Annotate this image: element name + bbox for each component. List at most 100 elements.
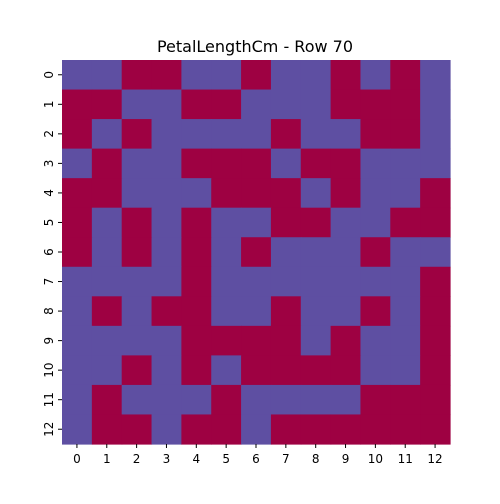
heatmap-cell-r3-c12 bbox=[420, 148, 451, 179]
heatmap-cell-r9-c11 bbox=[390, 325, 421, 356]
heatmap-cell-r11-c11 bbox=[390, 384, 421, 416]
x-tick-label: 3 bbox=[163, 452, 171, 466]
heatmap-cell-r10-c2 bbox=[121, 355, 153, 386]
heatmap-cell-r3-c10 bbox=[360, 148, 391, 179]
heatmap-cell-r7-c3 bbox=[151, 266, 182, 297]
heatmap-cell-r2-c12 bbox=[420, 119, 451, 150]
heatmap-cell-r8-c6 bbox=[241, 296, 272, 327]
heatmap-cell-r7-c7 bbox=[270, 266, 302, 297]
heatmap-cell-r4-c6 bbox=[241, 178, 272, 209]
heatmap-cell-r5-c4 bbox=[181, 207, 212, 238]
y-tick-label: 12 bbox=[42, 422, 56, 437]
heatmap-cell-r8-c2 bbox=[121, 296, 153, 327]
y-tick-label: 11 bbox=[42, 392, 56, 407]
heatmap-cell-r7-c4 bbox=[181, 266, 212, 297]
heatmap-cell-r1-c5 bbox=[211, 89, 242, 120]
heatmap-cell-r1-c1 bbox=[91, 89, 123, 120]
heatmap-cell-r5-c9 bbox=[330, 207, 362, 238]
heatmap-cell-r11-c10 bbox=[360, 384, 391, 416]
heatmap-cell-r2-c6 bbox=[241, 119, 272, 150]
heatmap-cell-r2-c9 bbox=[330, 119, 362, 150]
heatmap-cell-r4-c3 bbox=[151, 178, 182, 209]
heatmap-cell-r6-c5 bbox=[211, 237, 242, 268]
heatmap-cell-r0-c5 bbox=[211, 60, 242, 91]
heatmap-cell-r7-c10 bbox=[360, 266, 391, 297]
heatmap-cell-r3-c5 bbox=[211, 148, 242, 179]
heatmap-cell-r9-c6 bbox=[241, 325, 272, 356]
heatmap-cell-r6-c12 bbox=[420, 237, 451, 268]
heatmap-cell-r11-c6 bbox=[241, 384, 272, 416]
heatmap-cell-r3-c4 bbox=[181, 148, 212, 179]
heatmap-cell-r11-c8 bbox=[300, 384, 332, 416]
x-tick-label: 8 bbox=[312, 452, 320, 466]
heatmap-cell-r4-c12 bbox=[420, 178, 451, 209]
heatmap-cell-r5-c5 bbox=[211, 207, 242, 238]
heatmap-cell-r11-c3 bbox=[151, 384, 182, 416]
y-tick-label: 3 bbox=[42, 160, 56, 168]
heatmap-cell-r3-c1 bbox=[91, 148, 123, 179]
heatmap-cell-r12-c8 bbox=[300, 414, 332, 445]
heatmap-cell-r11-c0 bbox=[62, 384, 93, 416]
heatmap-cell-r12-c0 bbox=[62, 414, 93, 445]
heatmap-cell-r6-c10 bbox=[360, 237, 391, 268]
y-tick-label: 5 bbox=[42, 219, 56, 227]
x-tick-label: 10 bbox=[368, 452, 383, 466]
heatmap-cell-r0-c7 bbox=[270, 60, 302, 91]
heatmap-cell-r8-c4 bbox=[181, 296, 212, 327]
heatmap-cell-r7-c6 bbox=[241, 266, 272, 297]
heatmap-cell-r1-c0 bbox=[62, 89, 93, 120]
x-tick-label: 4 bbox=[192, 452, 200, 466]
x-tick-label: 9 bbox=[342, 452, 350, 466]
heatmap-cell-r5-c6 bbox=[241, 207, 272, 238]
heatmap-cell-r4-c11 bbox=[390, 178, 421, 209]
heatmap-cell-r2-c7 bbox=[270, 119, 302, 150]
heatmap-cell-r10-c3 bbox=[151, 355, 182, 386]
chart-title: PetalLengthCm - Row 70 bbox=[157, 37, 353, 56]
x-tick-label: 0 bbox=[73, 452, 81, 466]
heatmap-cell-r6-c6 bbox=[241, 237, 272, 268]
heatmap-cell-r10-c4 bbox=[181, 355, 212, 386]
heatmap-cell-r3-c11 bbox=[390, 148, 421, 179]
heatmap-cell-r11-c2 bbox=[121, 384, 153, 416]
x-tick-label: 6 bbox=[252, 452, 260, 466]
heatmap-cell-r10-c7 bbox=[270, 355, 302, 386]
heatmap-cell-r8-c7 bbox=[270, 296, 302, 327]
y-tick-label: 9 bbox=[42, 337, 56, 345]
heatmap-cell-r10-c0 bbox=[62, 355, 93, 386]
heatmap-cell-r12-c12 bbox=[420, 414, 451, 445]
heatmap-cell-r6-c3 bbox=[151, 237, 182, 268]
heatmap-cell-r3-c8 bbox=[300, 148, 332, 179]
heatmap-cell-r9-c10 bbox=[360, 325, 391, 356]
heatmap-cell-r4-c9 bbox=[330, 178, 362, 209]
heatmap-cell-r5-c8 bbox=[300, 207, 332, 238]
heatmap-cell-r9-c3 bbox=[151, 325, 182, 356]
heatmap-cell-r5-c0 bbox=[62, 207, 93, 238]
heatmap-cell-r8-c3 bbox=[151, 296, 182, 327]
heatmap-cell-r7-c12 bbox=[420, 266, 451, 297]
x-tick-label: 1 bbox=[103, 452, 111, 466]
heatmap-cell-r0-c3 bbox=[151, 60, 182, 91]
heatmap-cell-r4-c0 bbox=[62, 178, 93, 209]
heatmap-cell-r1-c11 bbox=[390, 89, 421, 120]
y-tick-label: 10 bbox=[42, 363, 56, 378]
heatmap-cell-r0-c10 bbox=[360, 60, 391, 91]
heatmap-cell-r7-c5 bbox=[211, 266, 242, 297]
heatmap-cell-r2-c10 bbox=[360, 119, 391, 150]
heatmap-cell-r0-c6 bbox=[241, 60, 272, 91]
x-tick-label: 7 bbox=[282, 452, 290, 466]
heatmap-cell-r1-c9 bbox=[330, 89, 362, 120]
heatmap-cell-r3-c0 bbox=[62, 148, 93, 179]
heatmap-cell-r12-c3 bbox=[151, 414, 182, 445]
heatmap-cell-r0-c9 bbox=[330, 60, 362, 91]
heatmap-cell-r10-c8 bbox=[300, 355, 332, 386]
heatmap-cell-r12-c4 bbox=[181, 414, 212, 445]
heatmap-cell-r8-c10 bbox=[360, 296, 391, 327]
heatmap-cell-r1-c4 bbox=[181, 89, 212, 120]
heatmap-cell-r6-c0 bbox=[62, 237, 93, 268]
heatmap-cell-r9-c1 bbox=[91, 325, 123, 356]
heatmap-cell-r3-c7 bbox=[270, 148, 302, 179]
heatmap-cell-r11-c12 bbox=[420, 384, 451, 416]
heatmap-cell-r4-c5 bbox=[211, 178, 242, 209]
heatmap-cell-r10-c10 bbox=[360, 355, 391, 386]
heatmap-cell-r8-c9 bbox=[330, 296, 362, 327]
